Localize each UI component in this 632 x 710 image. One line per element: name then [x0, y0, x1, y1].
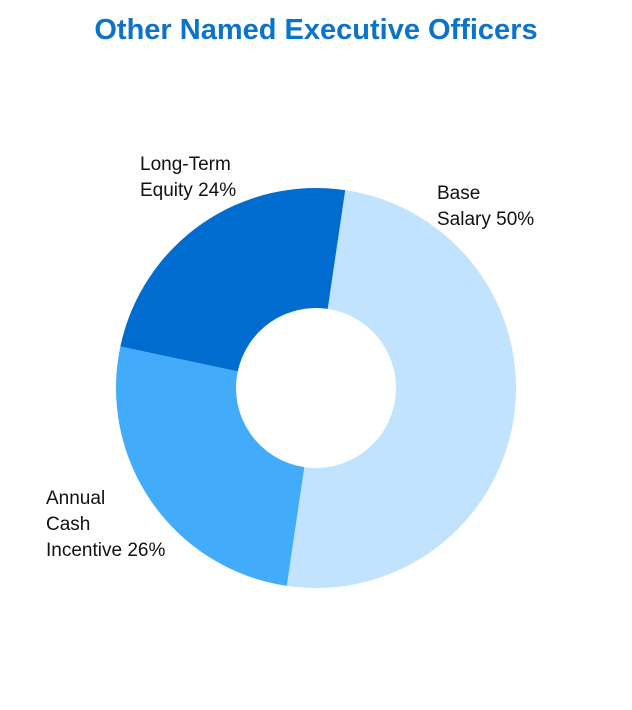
donut-slices — [115, 188, 516, 588]
chart-title: Other Named Executive Officers — [94, 14, 538, 46]
donut-slice-base — [286, 190, 516, 588]
slice-label-equity: Long-Term Equity 24% — [140, 154, 236, 201]
donut-slice-equity — [120, 188, 346, 372]
slice-label-annual: Annual Cash Incentive 26% — [46, 488, 165, 561]
slice-label-base: Base Salary 50% — [437, 183, 534, 230]
donut-slice-annual — [115, 346, 305, 586]
